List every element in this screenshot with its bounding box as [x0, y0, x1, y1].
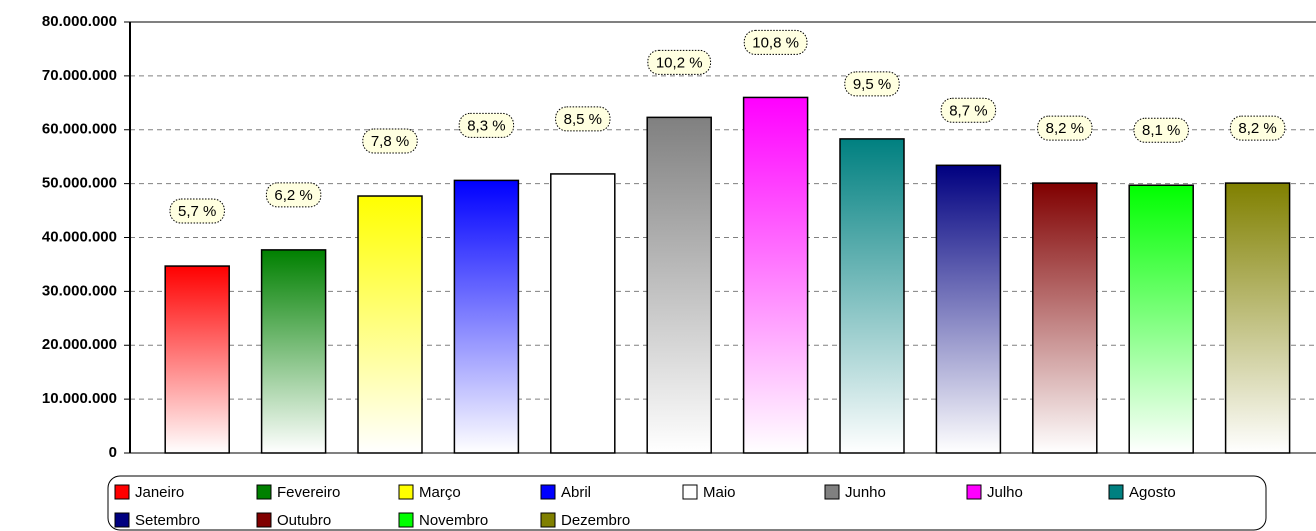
percent-label: 8,1 %	[1142, 122, 1180, 139]
bar	[646, 116, 712, 454]
percent-label-box	[1037, 115, 1093, 141]
bar	[357, 195, 423, 454]
legend-label: Julho	[987, 484, 1023, 501]
percent-label-box	[265, 182, 322, 208]
percent-label: 6,2 %	[274, 187, 312, 204]
percent-label-box	[940, 97, 997, 123]
bar	[1032, 182, 1098, 454]
y-tick-label: 10.000.000	[42, 390, 117, 407]
legend-swatch	[540, 484, 556, 500]
percent-label: 8,7 %	[949, 102, 987, 119]
percent-label: 9,5 %	[853, 76, 891, 93]
y-tick-label: 0	[109, 444, 117, 461]
legend-label: Maio	[703, 484, 736, 501]
legend-swatch	[256, 484, 272, 500]
percent-label: 5,7 %	[178, 203, 216, 220]
percent-label: 10,8 %	[752, 34, 799, 51]
legend-label: Setembro	[135, 512, 200, 529]
bar	[164, 265, 230, 454]
legend-swatch	[824, 484, 840, 500]
percent-label-box	[169, 198, 225, 224]
legend-label: Janeiro	[135, 484, 184, 501]
bar	[260, 249, 327, 454]
legend-swatch	[398, 512, 414, 528]
legend-swatch	[256, 512, 272, 528]
legend-label: Agosto	[1129, 484, 1176, 501]
bar	[935, 164, 1002, 454]
percent-label: 8,2 %	[1238, 120, 1276, 137]
percent-label-box	[844, 71, 900, 97]
bar	[839, 138, 905, 454]
legend-label: Outubro	[277, 512, 331, 529]
legend-swatch	[1108, 484, 1124, 500]
legend-swatch	[540, 512, 556, 528]
plot-area	[129, 21, 1316, 454]
legend-swatch	[398, 484, 414, 500]
bar	[1224, 182, 1291, 454]
legend-swatch	[966, 484, 982, 500]
legend-swatch	[114, 512, 130, 528]
percent-label-box	[1133, 117, 1189, 143]
percent-label-box	[458, 112, 515, 138]
legend-label: Abril	[561, 484, 591, 501]
legend-label: Fevereiro	[277, 484, 340, 501]
bar	[1128, 184, 1194, 454]
bar	[550, 173, 616, 454]
legend-label: Dezembro	[561, 512, 630, 529]
legend-label: Março	[419, 484, 461, 501]
y-tick-label: 60.000.000	[42, 121, 117, 138]
percent-label-box	[1229, 115, 1286, 141]
y-tick-label: 40.000.000	[42, 228, 117, 245]
y-tick-label: 50.000.000	[42, 175, 117, 192]
percent-label: 8,3 %	[467, 117, 505, 134]
legend-label: Novembro	[419, 512, 488, 529]
legend-swatch	[682, 484, 698, 500]
percent-label: 8,2 %	[1046, 120, 1084, 137]
percent-label: 7,8 %	[371, 133, 409, 150]
legend-label: Junho	[845, 484, 886, 501]
percent-label-box	[647, 49, 712, 75]
legend-swatch	[114, 484, 130, 500]
y-tick-label: 30.000.000	[42, 282, 117, 299]
percent-label: 10,2 %	[656, 54, 703, 71]
percent-label-box	[362, 128, 418, 154]
percent-label-box	[555, 106, 611, 132]
bar	[453, 179, 520, 454]
y-tick-label: 80.000.000	[42, 13, 117, 30]
percent-label: 8,5 %	[564, 111, 602, 128]
bar	[742, 96, 809, 454]
percent-label-box	[743, 29, 808, 55]
y-tick-label: 20.000.000	[42, 336, 117, 353]
y-tick-label: 70.000.000	[42, 67, 117, 84]
